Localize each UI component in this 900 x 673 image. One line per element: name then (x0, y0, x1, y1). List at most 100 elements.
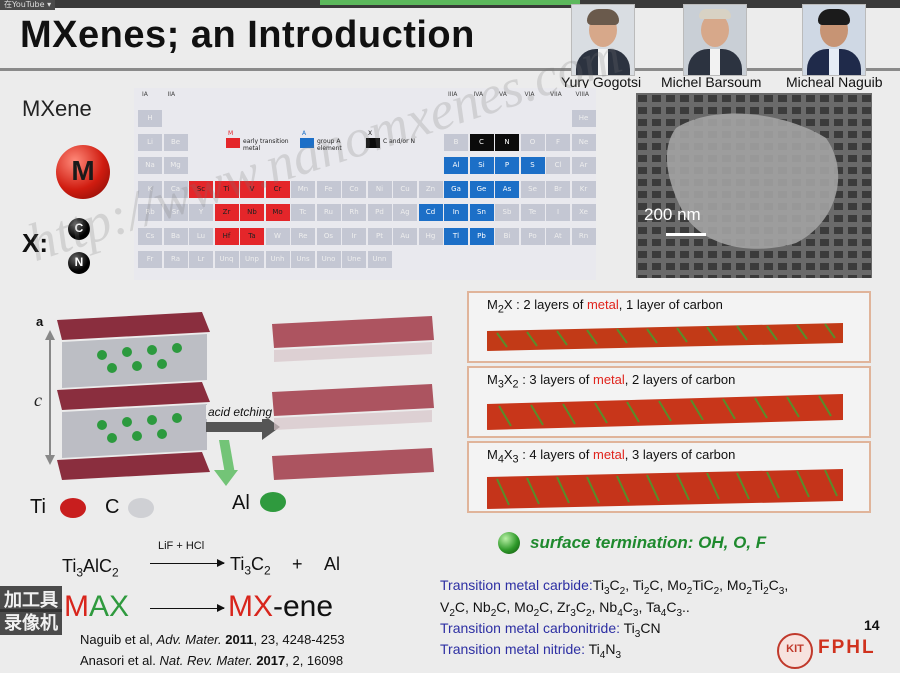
element-cell: Co (342, 180, 366, 198)
group-label: VIA (524, 91, 535, 98)
element-cell: N (495, 133, 519, 151)
element-cell: Sb (495, 204, 519, 221)
al-removal-arrowhead (214, 470, 238, 486)
element-cell: Au (393, 227, 417, 245)
element-cell: H (138, 110, 162, 127)
max-phase-crystal (45, 312, 210, 480)
surface-termination-label: surface termination: OH, O, F (530, 533, 767, 552)
m-atom-ball: M (56, 145, 110, 199)
slide-title: MXenes; an Introduction (20, 14, 475, 56)
legend-text: group A element (317, 138, 342, 152)
carbonitride-line: Transition metal carbonitride: Ti3CN (440, 620, 661, 640)
m2x-structure (487, 323, 843, 351)
group-label: IIA (167, 91, 176, 98)
progress-fill (320, 0, 580, 5)
element-cell: Ag (393, 204, 417, 221)
element-cell: Cl (546, 157, 570, 174)
panel-metal-word: metal (593, 372, 625, 387)
element-cell: Na (138, 157, 162, 174)
element-cell: O (520, 133, 545, 151)
mxene-mx: MX (228, 590, 273, 623)
legend-text: C and/or N (383, 138, 415, 145)
m4x3-structure (487, 469, 843, 509)
panel-metal-word: metal (586, 297, 619, 312)
element-cell: Unh (265, 251, 290, 268)
panel-desc: : 3 layers of (518, 372, 593, 387)
element-cell: S (520, 157, 545, 174)
nitride-line: Transition metal nitride: Ti4N3 (440, 641, 622, 661)
legend-ti-label: Ti (30, 496, 46, 518)
m3x2-structure (487, 394, 843, 430)
reactant-ti3alc2: Ti3AlC2 (62, 556, 119, 580)
element-cell: Unp (240, 251, 264, 268)
max-m: M (64, 590, 89, 623)
m3x2-panel: M3X2 : 3 layers of metal, 2 layers of ca… (467, 366, 871, 438)
group-label: VIIIA (575, 91, 590, 98)
element-cell: Ne (571, 133, 596, 151)
sem-texture (636, 93, 872, 278)
element-cell: Al (444, 157, 468, 174)
element-cell: Ra (163, 251, 188, 268)
legend-swatch (366, 138, 380, 148)
photo-micheal-naguib (802, 4, 866, 76)
element-cell: Ru (316, 204, 341, 221)
element-cell: Rb (138, 204, 162, 221)
element-cell: Rh (342, 204, 366, 221)
panel-desc: , 2 layers of carbon (624, 372, 736, 387)
slide-number: 14 (864, 617, 880, 633)
crystal-label-a: a (36, 314, 44, 329)
c-symbol: C (74, 221, 84, 235)
max-ax: AX (89, 590, 130, 623)
element-cell: Cu (393, 180, 417, 198)
acid-etching-arrow (206, 422, 266, 432)
product-ti3c2: Ti3C2 (230, 554, 271, 578)
element-cell: Se (520, 180, 545, 198)
element-cell: Ge (469, 180, 494, 198)
element-cell: Unn (367, 251, 392, 268)
element-cell: F (546, 133, 570, 151)
element-cell: Cr (265, 180, 290, 198)
max-to-mxene-arrow (150, 604, 225, 612)
element-cell: Ta (240, 227, 264, 245)
element-cell: K (138, 180, 162, 198)
element-cell: Uno (316, 251, 341, 268)
element-cell: W (265, 227, 290, 245)
panel-formula: M3X2 (487, 372, 519, 391)
overlay-tag-1[interactable]: 加工具 (0, 586, 62, 612)
element-cell: P (495, 157, 519, 174)
title-divider (0, 68, 900, 71)
element-cell: Ar (571, 157, 596, 174)
legend-c-label: C (105, 496, 120, 518)
element-cell: Te (520, 204, 545, 221)
panel-title: M4X3 : 4 layers of metal, 3 layers of ca… (487, 447, 735, 466)
element-cell: Po (520, 227, 545, 245)
group-label: IIIA (448, 91, 458, 98)
m4x3-panel: M4X3 : 4 layers of metal, 3 layers of ca… (467, 441, 871, 513)
reaction-plus: + (292, 554, 303, 574)
reaction-arrow (150, 559, 225, 567)
x-label: X: (22, 228, 48, 258)
legend-key: A (302, 130, 307, 137)
photo-michel-barsoum (683, 4, 747, 76)
element-cell: Lu (189, 227, 213, 245)
legend-swatch (226, 138, 240, 148)
legend-swatch (300, 138, 314, 148)
element-cell: Sr (163, 204, 188, 221)
element-cell: Tc (291, 204, 315, 221)
panel-formula: M2X (487, 297, 513, 316)
element-cell: Fr (138, 251, 162, 268)
element-cell: Ti (214, 180, 239, 198)
element-cell: As (495, 180, 519, 198)
legend-text: early transition metal (243, 138, 289, 152)
product-al: Al (324, 554, 341, 574)
element-cell: Mn (291, 180, 315, 198)
element-cell: At (546, 227, 570, 245)
video-progress-bar[interactable] (0, 0, 900, 8)
carbide-line-1: Transition metal carbide:Ti3C2, Ti2C, Mo… (440, 577, 789, 597)
overlay-tag-2[interactable]: 录像机 (0, 609, 62, 635)
element-cell: Ga (444, 180, 468, 198)
n-symbol: N (74, 255, 84, 269)
crystal-label-c: c (34, 390, 42, 410)
periodic-table: IA IIA IIIA IVA VA VIA VIIA VIIIA H He Li Be B C N O F Ne… (134, 88, 596, 280)
youtube-tag[interactable]: 在YouTube ▾ (0, 0, 56, 10)
